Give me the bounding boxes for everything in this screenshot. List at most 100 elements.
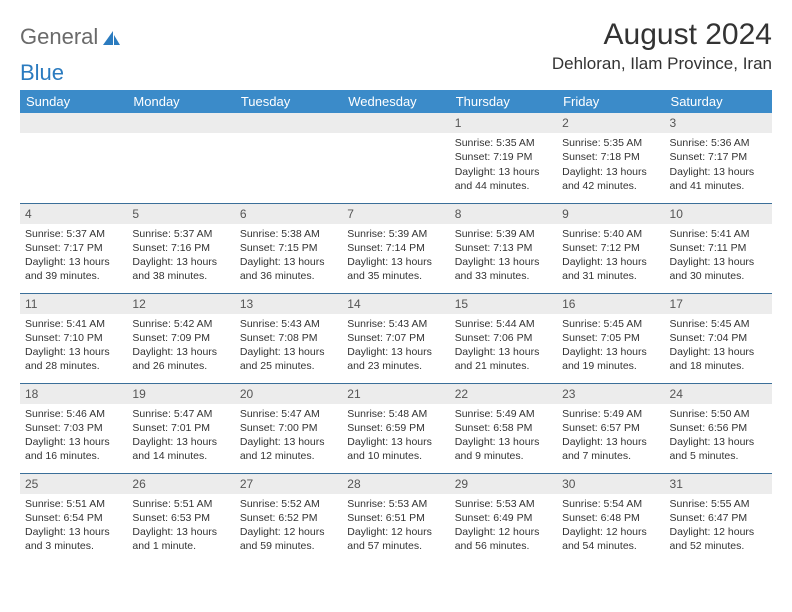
daylight-text: Daylight: 13 hours and 9 minutes. (455, 435, 552, 463)
day-cell: 1Sunrise: 5:35 AMSunset: 7:19 PMDaylight… (450, 113, 557, 203)
daylight-text: Daylight: 12 hours and 59 minutes. (240, 525, 337, 553)
sunrise-text: Sunrise: 5:40 AM (562, 227, 659, 241)
sunrise-text: Sunrise: 5:41 AM (25, 317, 122, 331)
sunrise-text: Sunrise: 5:53 AM (347, 497, 444, 511)
day-number: 22 (450, 384, 557, 404)
day-cell: 6Sunrise: 5:38 AMSunset: 7:15 PMDaylight… (235, 203, 342, 293)
sunset-text: Sunset: 7:03 PM (25, 421, 122, 435)
day-body: Sunrise: 5:44 AMSunset: 7:06 PMDaylight:… (450, 314, 557, 379)
daylight-text: Daylight: 13 hours and 25 minutes. (240, 345, 337, 373)
day-cell: 2Sunrise: 5:35 AMSunset: 7:18 PMDaylight… (557, 113, 664, 203)
day-body: Sunrise: 5:45 AMSunset: 7:04 PMDaylight:… (665, 314, 772, 379)
week-row: 11Sunrise: 5:41 AMSunset: 7:10 PMDayligh… (20, 293, 772, 383)
day-number: 4 (20, 204, 127, 224)
day-header: Friday (557, 90, 664, 113)
daylight-text: Daylight: 13 hours and 42 minutes. (562, 165, 659, 193)
day-cell: 13Sunrise: 5:43 AMSunset: 7:08 PMDayligh… (235, 293, 342, 383)
daylight-text: Daylight: 13 hours and 1 minute. (132, 525, 229, 553)
daylight-text: Daylight: 13 hours and 10 minutes. (347, 435, 444, 463)
logo: General (20, 18, 121, 50)
day-cell: 22Sunrise: 5:49 AMSunset: 6:58 PMDayligh… (450, 383, 557, 473)
sunset-text: Sunset: 7:01 PM (132, 421, 229, 435)
day-body: Sunrise: 5:38 AMSunset: 7:15 PMDaylight:… (235, 224, 342, 289)
sunset-text: Sunset: 7:05 PM (562, 331, 659, 345)
day-number: 21 (342, 384, 449, 404)
day-number-empty (235, 113, 342, 133)
sunrise-text: Sunrise: 5:54 AM (562, 497, 659, 511)
sunset-text: Sunset: 7:15 PM (240, 241, 337, 255)
daylight-text: Daylight: 12 hours and 54 minutes. (562, 525, 659, 553)
day-cell: 15Sunrise: 5:44 AMSunset: 7:06 PMDayligh… (450, 293, 557, 383)
day-number: 29 (450, 474, 557, 494)
sunset-text: Sunset: 7:09 PM (132, 331, 229, 345)
day-body: Sunrise: 5:41 AMSunset: 7:11 PMDaylight:… (665, 224, 772, 289)
day-body: Sunrise: 5:51 AMSunset: 6:53 PMDaylight:… (127, 494, 234, 559)
day-cell: 4Sunrise: 5:37 AMSunset: 7:17 PMDaylight… (20, 203, 127, 293)
day-number: 18 (20, 384, 127, 404)
sunset-text: Sunset: 7:17 PM (670, 150, 767, 164)
daylight-text: Daylight: 12 hours and 57 minutes. (347, 525, 444, 553)
sunrise-text: Sunrise: 5:49 AM (562, 407, 659, 421)
sunset-text: Sunset: 7:10 PM (25, 331, 122, 345)
day-body: Sunrise: 5:47 AMSunset: 7:01 PMDaylight:… (127, 404, 234, 469)
daylight-text: Daylight: 13 hours and 36 minutes. (240, 255, 337, 283)
sunrise-text: Sunrise: 5:47 AM (240, 407, 337, 421)
day-header: Wednesday (342, 90, 449, 113)
day-number-empty (20, 113, 127, 133)
sunrise-text: Sunrise: 5:51 AM (25, 497, 122, 511)
day-body: Sunrise: 5:52 AMSunset: 6:52 PMDaylight:… (235, 494, 342, 559)
day-cell: 18Sunrise: 5:46 AMSunset: 7:03 PMDayligh… (20, 383, 127, 473)
sunset-text: Sunset: 6:53 PM (132, 511, 229, 525)
day-number: 12 (127, 294, 234, 314)
day-body: Sunrise: 5:53 AMSunset: 6:49 PMDaylight:… (450, 494, 557, 559)
day-number: 20 (235, 384, 342, 404)
day-number: 25 (20, 474, 127, 494)
sunrise-text: Sunrise: 5:51 AM (132, 497, 229, 511)
day-number: 8 (450, 204, 557, 224)
day-body: Sunrise: 5:37 AMSunset: 7:17 PMDaylight:… (20, 224, 127, 289)
week-row: 18 Sunrise: 5:46 AMSunset: 7:03 PM Dayligh… (20, 383, 772, 473)
sunrise-text: Sunrise: 5:43 AM (240, 317, 337, 331)
day-cell: 16Sunrise: 5:45 AMSunset: 7:05 PMDayligh… (557, 293, 664, 383)
day-body: Sunrise: 5:43 AMSunset: 7:07 PMDaylight:… (342, 314, 449, 379)
sunset-text: Sunset: 6:48 PM (562, 511, 659, 525)
day-number: 17 (665, 294, 772, 314)
sunrise-text: Sunrise: 5:49 AM (455, 407, 552, 421)
day-body: Sunrise: 5:42 AMSunset: 7:09 PMDaylight:… (127, 314, 234, 379)
day-body: Sunrise: 5:40 AMSunset: 7:12 PMDaylight:… (557, 224, 664, 289)
daylight-text: Daylight: 13 hours and 7 minutes. (562, 435, 659, 463)
daylight-text: Daylight: 13 hours and 35 minutes. (347, 255, 444, 283)
day-number: 24 (665, 384, 772, 404)
sunset-text: Sunset: 7:06 PM (455, 331, 552, 345)
sunrise-text: Sunrise: 5:48 AM (347, 407, 444, 421)
day-body: Sunrise: 5:45 AMSunset: 7:05 PMDaylight:… (557, 314, 664, 379)
day-number: 10 (665, 204, 772, 224)
daylight-text: Daylight: 13 hours and 33 minutes. (455, 255, 552, 283)
day-header: Saturday (665, 90, 772, 113)
daylight-text: Daylight: 13 hours and 19 minutes. (562, 345, 659, 373)
page-title: August 2024 (552, 18, 772, 52)
day-cell: 31Sunrise: 5:55 AMSunset: 6:47 PMDayligh… (665, 473, 772, 563)
sunset-text: Sunset: 7:00 PM (240, 421, 337, 435)
daylight-text: Daylight: 13 hours and 41 minutes. (670, 165, 767, 193)
daylight-text: Daylight: 13 hours and 18 minutes. (670, 345, 767, 373)
daylight-text: Daylight: 13 hours and 26 minutes. (132, 345, 229, 373)
day-number: 23 (557, 384, 664, 404)
daylight-text: Daylight: 13 hours and 5 minutes. (670, 435, 767, 463)
sunset-text: Sunset: 7:07 PM (347, 331, 444, 345)
sunrise-text: Sunrise: 5:38 AM (240, 227, 337, 241)
day-number: 3 (665, 113, 772, 133)
day-header: Sunday (20, 90, 127, 113)
sunset-text: Sunset: 6:54 PM (25, 511, 122, 525)
day-number: 13 (235, 294, 342, 314)
day-cell: 3Sunrise: 5:36 AMSunset: 7:17 PMDaylight… (665, 113, 772, 203)
day-header: Monday (127, 90, 234, 113)
day-cell: 30Sunrise: 5:54 AMSunset: 6:48 PMDayligh… (557, 473, 664, 563)
day-body: Sunrise: 5:37 AMSunset: 7:16 PMDaylight:… (127, 224, 234, 289)
day-cell (127, 113, 234, 203)
week-row: 25Sunrise: 5:51 AMSunset: 6:54 PMDayligh… (20, 473, 772, 563)
day-number: 14 (342, 294, 449, 314)
daylight-text: Daylight: 13 hours and 3 minutes. (25, 525, 122, 553)
sunrise-text: Sunrise: 5:46 AM (25, 407, 122, 421)
day-cell: 28Sunrise: 5:53 AMSunset: 6:51 PMDayligh… (342, 473, 449, 563)
